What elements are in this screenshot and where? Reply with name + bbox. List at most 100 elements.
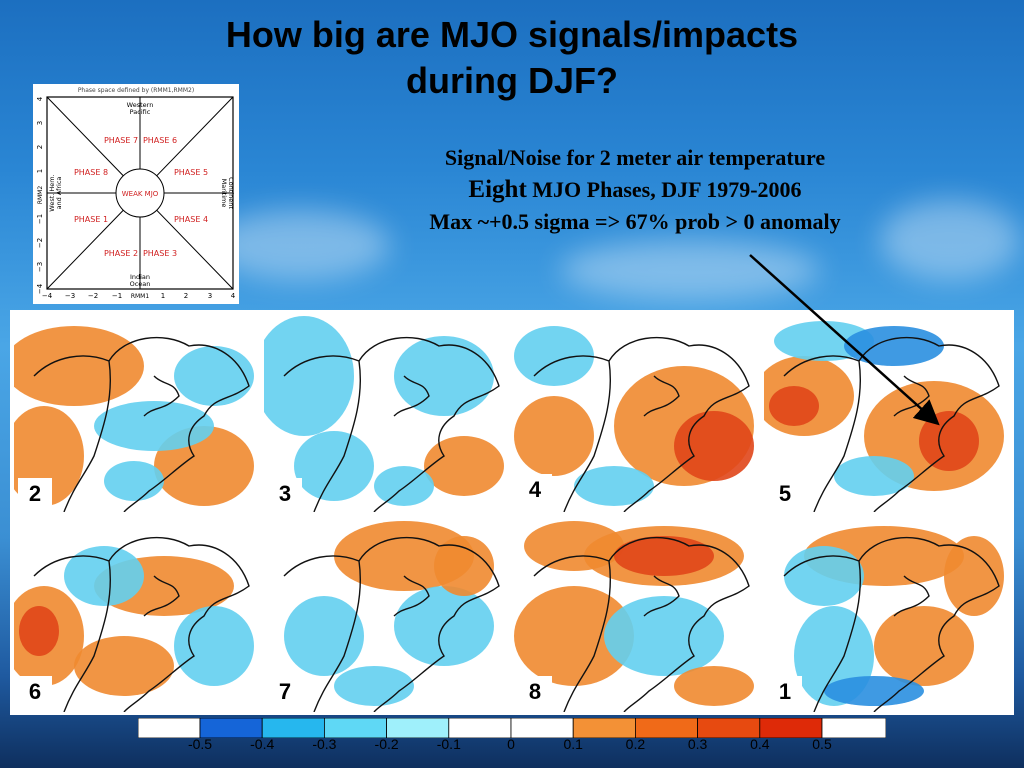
phase-1-label: PHASE 1 bbox=[74, 215, 108, 224]
y-axis-ticks: 4 3 2 1 RMM2 −1 −2 −3 −4 bbox=[36, 96, 44, 294]
y-tick: −2 bbox=[36, 238, 44, 248]
coastline bbox=[33, 536, 250, 712]
western-pacific-label-1: Western bbox=[127, 101, 154, 109]
colorbar-tick-label: 0.5 bbox=[812, 736, 832, 752]
anomaly-region bbox=[919, 411, 979, 471]
colorbar-segment bbox=[572, 718, 636, 738]
phase-8-label: PHASE 8 bbox=[74, 168, 108, 177]
colorbar-segment bbox=[199, 718, 263, 738]
anomaly-map-phase-4 bbox=[514, 316, 760, 512]
colorbar-segment bbox=[138, 718, 201, 738]
weak-mjo-circle bbox=[115, 168, 165, 218]
anomaly-map-phase-6 bbox=[14, 516, 260, 712]
west-hem-label-2: and Africa bbox=[55, 177, 63, 210]
colorbar-segment bbox=[448, 718, 512, 738]
y-tick: 3 bbox=[36, 121, 44, 125]
colorbar-segment bbox=[759, 718, 823, 738]
phase-number-label: 8 bbox=[518, 676, 552, 708]
anomaly-region bbox=[874, 606, 974, 686]
y-tick: 4 bbox=[36, 96, 44, 101]
subtitle-line-2: Eight MJO Phases, DJF 1979-2006 bbox=[340, 174, 930, 206]
anomaly-region bbox=[19, 606, 59, 656]
anomaly-region bbox=[514, 326, 594, 386]
x-axis-title: RMM1 bbox=[131, 293, 150, 300]
anomaly-region bbox=[424, 436, 504, 496]
phase-number-label: 2 bbox=[18, 478, 52, 510]
anomaly-region bbox=[104, 461, 164, 501]
phase-4-label: PHASE 4 bbox=[174, 215, 208, 224]
colorbar-tick-label: 0.2 bbox=[625, 736, 646, 752]
colorbar-tick-label: 0.4 bbox=[750, 736, 770, 752]
phase-number-label: 1 bbox=[768, 676, 802, 708]
subtitle-eight: Eight bbox=[468, 176, 527, 203]
subtitle-phases: MJO Phases, DJF 1979-2006 bbox=[526, 177, 802, 202]
coastline bbox=[33, 336, 250, 512]
anomaly-map-phase-7 bbox=[264, 516, 510, 712]
anomaly-region bbox=[264, 316, 354, 436]
phase-2-label: PHASE 2 bbox=[104, 249, 138, 258]
title-line-2: during DJF? bbox=[406, 60, 618, 101]
colorbar bbox=[138, 718, 886, 738]
map-svg bbox=[264, 316, 504, 512]
anomaly-region bbox=[394, 336, 494, 416]
anomaly-region bbox=[574, 466, 654, 506]
x-tick: 4 bbox=[231, 292, 236, 300]
phase-5-label: PHASE 5 bbox=[174, 168, 208, 177]
colorbar-segment bbox=[697, 718, 761, 738]
anomaly-region bbox=[284, 596, 364, 676]
coastline bbox=[783, 536, 1000, 712]
colorbar-tick-label: 0.1 bbox=[563, 736, 583, 752]
x-tick: 2 bbox=[184, 292, 188, 300]
x-axis-ticks: −4 −3 −2 −1 RMM1 1 2 3 4 bbox=[42, 292, 236, 300]
x-tick: 1 bbox=[161, 292, 165, 300]
background-cloud bbox=[210, 210, 390, 280]
colorbar-tick-label: 0 bbox=[507, 736, 515, 752]
colorbar-tick-label: -0.3 bbox=[312, 736, 337, 752]
anomaly-region bbox=[604, 596, 724, 676]
colorbar-tick-label: -0.4 bbox=[250, 736, 275, 752]
y-tick: −4 bbox=[36, 283, 44, 294]
map-svg bbox=[283, 521, 500, 712]
anomaly-region bbox=[174, 606, 254, 686]
x-tick: −2 bbox=[88, 292, 98, 300]
anomaly-region bbox=[784, 546, 864, 606]
anomaly-region bbox=[374, 466, 434, 506]
anomaly-region bbox=[614, 536, 714, 576]
colorbar-segment bbox=[821, 718, 886, 738]
anomaly-region bbox=[334, 666, 414, 706]
subtitle: Signal/Noise for 2 meter air temperature… bbox=[340, 142, 930, 238]
phase-number-label: 4 bbox=[518, 474, 552, 506]
coastline bbox=[533, 536, 750, 712]
weak-mjo-label: WEAK MJO bbox=[122, 190, 159, 198]
y-tick: 1 bbox=[36, 169, 44, 173]
anomaly-region bbox=[14, 326, 144, 406]
anomaly-region bbox=[944, 536, 1004, 616]
phase-diagram-header: Phase space defined by (RMM1,RMM2) bbox=[78, 87, 194, 94]
slide-title: How big are MJO signals/impacts during D… bbox=[0, 12, 1024, 104]
anomaly-region bbox=[834, 456, 914, 496]
colorbar-segment bbox=[323, 718, 387, 738]
mjo-phase-diagram: Phase space defined by (RMM1,RMM2) WEAK … bbox=[33, 84, 239, 304]
indian-ocean-label-2: Ocean bbox=[130, 280, 151, 288]
colorbar-tick-label: -0.2 bbox=[374, 736, 399, 752]
phase-6-label: PHASE 6 bbox=[143, 136, 177, 145]
anomaly-region bbox=[769, 386, 819, 426]
phase-number-label: 5 bbox=[768, 478, 802, 510]
anomaly-region bbox=[824, 676, 924, 706]
anomaly-region bbox=[74, 636, 174, 696]
coastline bbox=[533, 336, 750, 512]
anomaly-region bbox=[674, 666, 754, 706]
colorbar-segment bbox=[386, 718, 450, 738]
background-cloud bbox=[560, 240, 820, 300]
map-svg bbox=[14, 536, 254, 712]
map-svg bbox=[783, 526, 1004, 712]
anomaly-map-phase-1 bbox=[764, 516, 1010, 712]
phase-diagram-svg: Phase space defined by (RMM1,RMM2) WEAK … bbox=[36, 87, 236, 300]
y-tick: −1 bbox=[36, 214, 44, 224]
phase-number-label: 7 bbox=[268, 676, 302, 708]
anomaly-region bbox=[674, 411, 754, 481]
anomaly-region bbox=[294, 431, 374, 501]
subtitle-line-3: Max ~+0.5 sigma => 67% prob > 0 anomaly bbox=[429, 209, 841, 234]
anomaly-map-phase-8 bbox=[514, 516, 760, 712]
colorbar-tick-label: 0.3 bbox=[687, 736, 708, 752]
